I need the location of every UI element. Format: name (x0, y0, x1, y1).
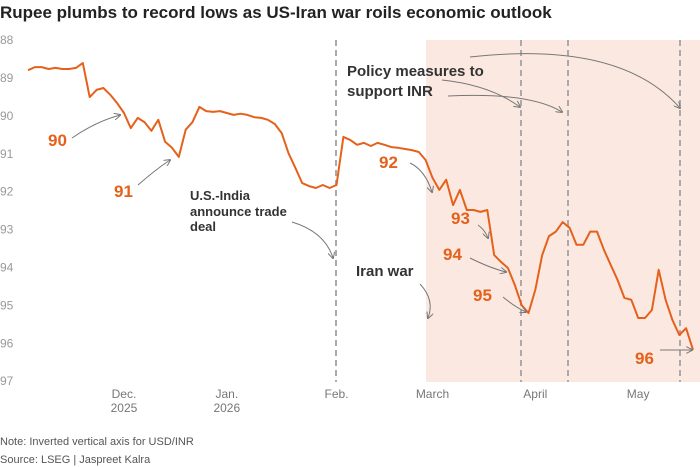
arrow (447, 94, 562, 112)
note: Note: Inverted vertical axis for USD/INR (0, 436, 194, 448)
x-tick-label: March (415, 387, 450, 401)
line (27, 62, 694, 351)
arrow (137, 160, 170, 186)
annotation: 90 (48, 131, 67, 150)
arrow (477, 224, 488, 238)
arrow (469, 257, 506, 272)
annotation: 91 (114, 182, 133, 201)
x-tick-label: Dec. 2025 (110, 387, 138, 416)
chart-title: Rupee plumbs to record lows as US-Iran w… (0, 3, 552, 22)
event-lines (335, 40, 681, 382)
y-tick-label: 95 (0, 298, 14, 312)
arrow (502, 296, 526, 312)
arrow (469, 53, 680, 108)
y-tick-label: 89 (0, 71, 14, 85)
plot: 88 89 90 91 92 93 94 95 96 97 (0, 33, 694, 388)
y-tick-label: 93 (0, 223, 14, 237)
annotation: Policy measures to support INR (347, 63, 484, 100)
arrow (441, 79, 520, 107)
x-tick-label: Feb. (324, 387, 349, 401)
source: Source: LSEG | Jaspreet Kalra (0, 454, 151, 466)
annotation: 95 (473, 286, 492, 305)
y-tick-label: 96 (0, 336, 14, 350)
y-tick-label: 90 (0, 109, 14, 123)
y-tick-label: 94 (0, 261, 14, 275)
annotation: U.S.-India announce trade deal (190, 188, 287, 235)
annotation: Iran war (356, 263, 414, 280)
y-tick-label: 91 (0, 147, 14, 161)
x-tick-label: Jan. 2026 (213, 387, 241, 416)
arrow (291, 221, 333, 258)
y-tick-label: 97 (0, 374, 14, 388)
annotation: 96 (635, 349, 654, 368)
arrow (71, 115, 120, 139)
x-tick-label: April (523, 387, 548, 401)
arrows (71, 53, 692, 350)
y-tick-label: 92 (0, 185, 14, 199)
arrow (409, 162, 432, 192)
arrow (419, 283, 430, 318)
annotation: 92 (379, 153, 398, 172)
x-tick-label: May (626, 387, 650, 401)
annotation: 93 (451, 209, 470, 228)
annotation: 94 (443, 245, 462, 264)
y-tick-label: 88 (0, 33, 14, 47)
